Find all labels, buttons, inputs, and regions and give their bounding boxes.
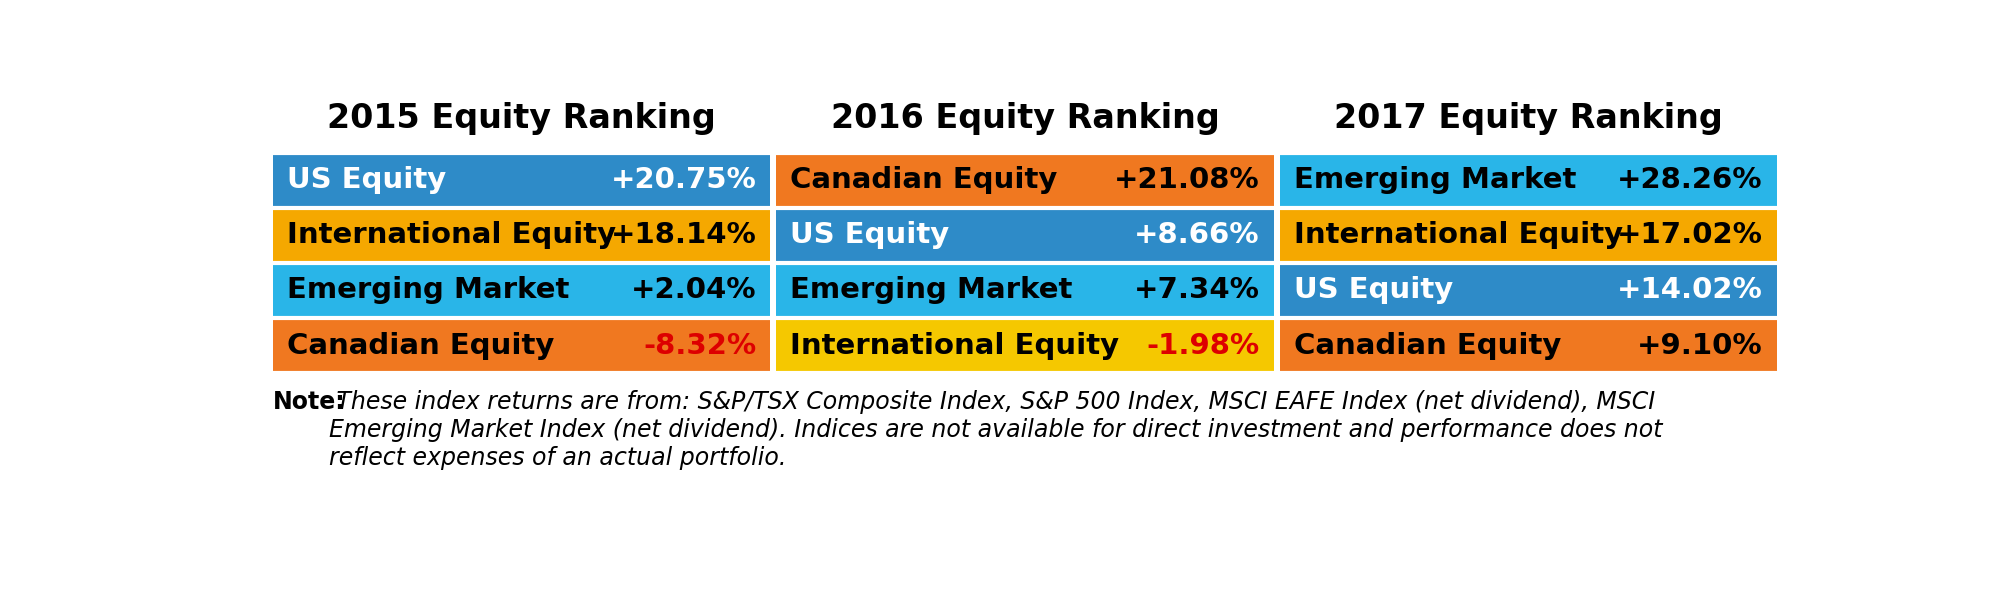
Text: +8.66%: +8.66% xyxy=(1134,221,1260,250)
Text: Emerging Market: Emerging Market xyxy=(790,277,1072,304)
Bar xyxy=(1280,318,1776,373)
Text: 2015 Equity Ranking: 2015 Equity Ranking xyxy=(328,101,716,134)
Text: US Equity: US Equity xyxy=(288,166,446,194)
Text: These index returns are from: S&P/TSX Composite Index, S&P 500 Index, MSCI EAFE : These index returns are from: S&P/TSX Co… xyxy=(330,390,1662,470)
Bar xyxy=(776,153,1274,208)
Text: -8.32%: -8.32% xyxy=(644,332,756,359)
Bar xyxy=(1280,208,1776,263)
Text: International Equity: International Equity xyxy=(1294,221,1622,250)
Text: Canadian Equity: Canadian Equity xyxy=(790,166,1058,194)
Text: International Equity: International Equity xyxy=(288,221,616,250)
Bar xyxy=(776,263,1274,318)
Text: 2016 Equity Ranking: 2016 Equity Ranking xyxy=(830,101,1220,134)
Text: US Equity: US Equity xyxy=(1294,277,1452,304)
Text: Canadian Equity: Canadian Equity xyxy=(288,332,554,359)
Text: US Equity: US Equity xyxy=(790,221,950,250)
Text: +17.02%: +17.02% xyxy=(1616,221,1762,250)
Text: -1.98%: -1.98% xyxy=(1146,332,1260,359)
Text: International Equity: International Equity xyxy=(790,332,1120,359)
Text: Emerging Market: Emerging Market xyxy=(1294,166,1576,194)
Text: Note:: Note: xyxy=(274,390,346,414)
Bar xyxy=(1280,153,1776,208)
Text: 2017 Equity Ranking: 2017 Equity Ranking xyxy=(1334,101,1722,134)
Bar xyxy=(274,153,770,208)
Text: Emerging Market: Emerging Market xyxy=(288,277,570,304)
Text: +21.08%: +21.08% xyxy=(1114,166,1260,194)
Bar xyxy=(776,208,1274,263)
Bar xyxy=(274,263,770,318)
Bar xyxy=(274,318,770,373)
Text: +20.75%: +20.75% xyxy=(610,166,756,194)
Bar xyxy=(1280,263,1776,318)
Bar xyxy=(776,318,1274,373)
Text: +9.10%: +9.10% xyxy=(1638,332,1762,359)
Text: +2.04%: +2.04% xyxy=(630,277,756,304)
Text: +14.02%: +14.02% xyxy=(1618,277,1762,304)
Text: +7.34%: +7.34% xyxy=(1134,277,1260,304)
Text: Canadian Equity: Canadian Equity xyxy=(1294,332,1562,359)
Text: +18.14%: +18.14% xyxy=(610,221,756,250)
Text: +28.26%: +28.26% xyxy=(1618,166,1762,194)
Bar xyxy=(274,208,770,263)
